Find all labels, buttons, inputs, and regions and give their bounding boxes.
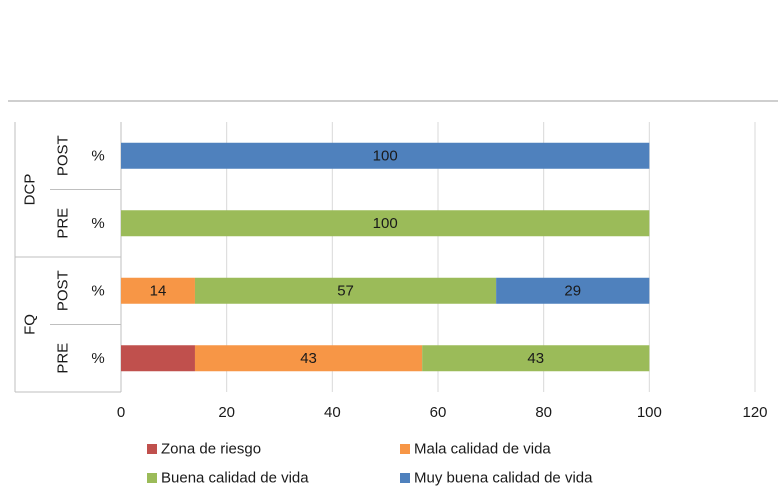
- legend-swatch: [400, 444, 410, 454]
- legend: Zona de riesgo Mala calidad de vida Buena …: [147, 441, 593, 487]
- category-axis: DCP POST % PRE % FQ POST % PRE%: [14, 122, 122, 393]
- row-label: POST: [55, 270, 72, 311]
- row-label: PRE: [55, 343, 72, 374]
- legend-swatch: [147, 473, 157, 483]
- legend-label: Buena calidad de vida: [161, 470, 309, 487]
- data-label: 100: [373, 147, 398, 164]
- x-tick-label: 20: [218, 404, 235, 421]
- data-label: 43: [300, 350, 317, 367]
- group-label: FQ: [22, 314, 39, 335]
- row-label: POST: [55, 135, 72, 176]
- bar-segment: [194, 345, 423, 372]
- unit-label: %: [91, 350, 104, 367]
- x-tick-label: 40: [324, 404, 341, 421]
- legend-label: Zona de riesgo: [161, 441, 261, 458]
- x-tick-label: 120: [742, 404, 767, 421]
- bar-segment: [121, 345, 195, 372]
- legend-swatch: [147, 444, 157, 454]
- data-label: 57: [337, 282, 354, 299]
- x-tick-label: 100: [637, 404, 662, 421]
- unit-label: %: [91, 215, 104, 232]
- x-tick-label: 0: [117, 404, 125, 421]
- data-label: 14: [150, 282, 167, 299]
- legend-swatch: [400, 473, 410, 483]
- data-label: 100: [373, 215, 398, 232]
- bar-segment: [194, 277, 497, 304]
- bars-layer: 100 100 14 57 29 43 43: [121, 142, 650, 372]
- bar-segment: [121, 210, 650, 237]
- legend-label: Mala calidad de vida: [414, 441, 551, 458]
- row-label: PRE: [55, 208, 72, 239]
- bar-segment: [422, 345, 650, 372]
- x-tick-label: 80: [535, 404, 552, 421]
- x-axis-ticks: 0 20 40 60 80 100 120: [117, 404, 768, 421]
- legend-label: Muy buena calidad de vida: [414, 470, 593, 487]
- bar-segment: [496, 277, 650, 304]
- data-label: 43: [527, 350, 544, 367]
- x-tick-label: 60: [430, 404, 447, 421]
- unit-label: %: [91, 282, 104, 299]
- group-label: DCP: [22, 174, 39, 206]
- bar-segment: [121, 142, 650, 169]
- unit-label: %: [91, 147, 104, 164]
- data-label: 29: [564, 282, 581, 299]
- bar-segment: [121, 277, 195, 304]
